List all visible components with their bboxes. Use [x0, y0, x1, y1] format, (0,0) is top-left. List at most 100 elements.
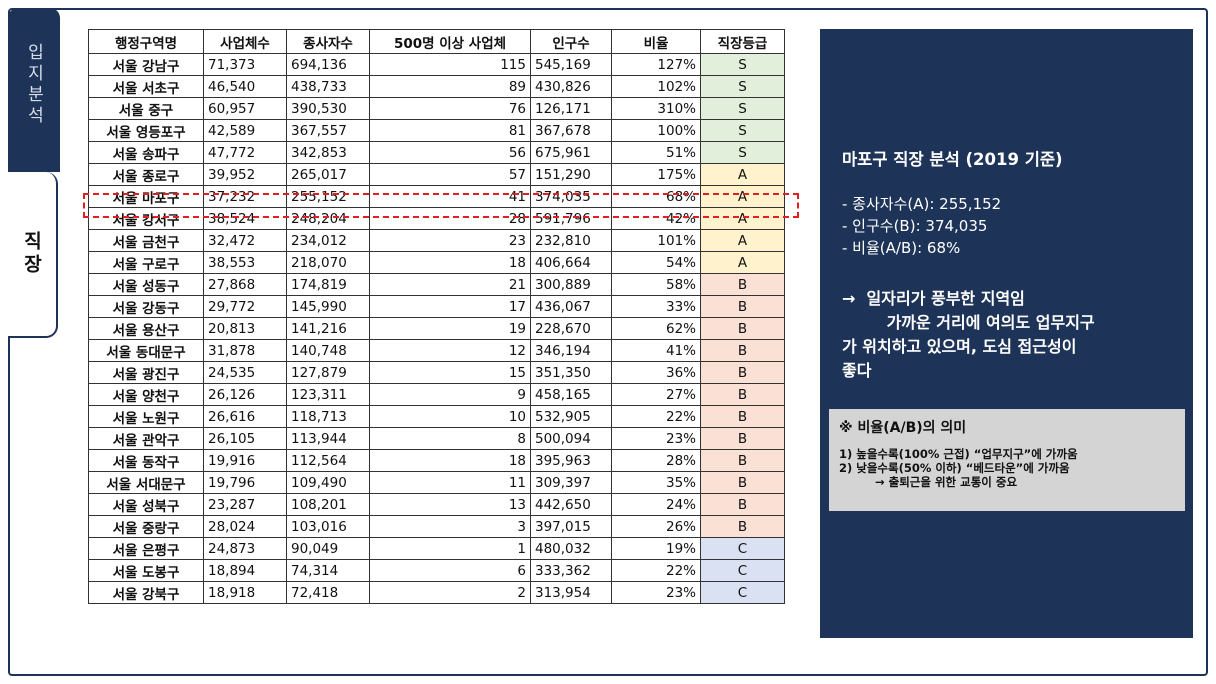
header-large-businesses: 500명 이상 사업체	[369, 29, 531, 54]
population-cell: 333,362	[530, 559, 612, 582]
businesses-cell: 20,813	[203, 317, 287, 340]
population-cell: 309,397	[530, 471, 612, 494]
businesses-cell: 29,772	[203, 295, 287, 318]
employees-cell: 72,418	[286, 581, 370, 604]
ratio-cell: 310%	[611, 97, 701, 120]
population-cell: 351,350	[530, 361, 612, 384]
table-row: 서울 금천구 32,472 234,012 23 232,810 101% A	[88, 229, 785, 252]
employees-cell: 113,944	[286, 427, 370, 450]
population-cell: 436,067	[530, 295, 612, 318]
table-row: 서울 강남구 71,373 694,136 115 545,169 127% S	[88, 53, 785, 76]
header-district: 행정구역명	[88, 29, 204, 54]
ratio-cell: 23%	[611, 427, 701, 450]
large-businesses-cell: 2	[369, 581, 531, 604]
analysis-panel: 마포구 직장 분석 (2019 기준) - 종사자수(A): 255,152 -…	[820, 29, 1193, 638]
employees-cell: 109,490	[286, 471, 370, 494]
population-cell: 406,664	[530, 251, 612, 274]
employees-cell: 74,314	[286, 559, 370, 582]
large-businesses-cell: 81	[369, 119, 531, 142]
ratio-cell: 100%	[611, 119, 701, 142]
population-cell: 228,670	[530, 317, 612, 340]
table-row: 서울 성동구 27,868 174,819 21 300,889 58% B	[88, 273, 785, 296]
population-cell: 500,094	[530, 427, 612, 450]
employees-cell: 141,216	[286, 317, 370, 340]
employees-cell: 438,733	[286, 75, 370, 98]
population-cell: 232,810	[530, 229, 612, 252]
table-row: 서울 종로구 39,952 265,017 57 151,290 175% A	[88, 163, 785, 186]
ratio-cell: 27%	[611, 383, 701, 406]
employees-cell: 118,713	[286, 405, 370, 428]
ratio-cell: 22%	[611, 405, 701, 428]
metric-ratio: - 비율(A/B): 68%	[842, 239, 961, 257]
businesses-cell: 38,524	[203, 207, 287, 230]
businesses-cell: 27,868	[203, 273, 287, 296]
population-cell: 367,678	[530, 119, 612, 142]
large-businesses-cell: 10	[369, 405, 531, 428]
large-businesses-cell: 6	[369, 559, 531, 582]
employees-cell: 127,879	[286, 361, 370, 384]
header-ratio: 비율	[611, 29, 701, 54]
grade-cell: A	[700, 163, 785, 186]
grade-cell: B	[700, 449, 785, 472]
population-cell: 430,826	[530, 75, 612, 98]
header-population: 인구수	[530, 29, 612, 54]
large-businesses-cell: 21	[369, 273, 531, 296]
ratio-cell: 23%	[611, 581, 701, 604]
ratio-cell: 41%	[611, 339, 701, 362]
grade-cell: B	[700, 515, 785, 538]
businesses-cell: 19,796	[203, 471, 287, 494]
grade-cell: C	[700, 537, 785, 560]
table-row: 서울 도봉구 18,894 74,314 6 333,362 22% C	[88, 559, 785, 582]
businesses-cell: 26,616	[203, 405, 287, 428]
grade-cell: C	[700, 581, 785, 604]
grade-cell: B	[700, 383, 785, 406]
district-cell: 서울 강동구	[88, 295, 204, 318]
population-cell: 397,015	[530, 515, 612, 538]
large-businesses-cell: 8	[369, 427, 531, 450]
grade-cell: B	[700, 405, 785, 428]
table-row: 서울 성북구 23,287 108,201 13 442,650 24% B	[88, 493, 785, 516]
employees-cell: 367,557	[286, 119, 370, 142]
businesses-cell: 19,916	[203, 449, 287, 472]
population-cell: 442,650	[530, 493, 612, 516]
businesses-cell: 60,957	[203, 97, 287, 120]
businesses-cell: 26,105	[203, 427, 287, 450]
ratio-cell: 51%	[611, 141, 701, 164]
district-cell: 서울 도봉구	[88, 559, 204, 582]
businesses-cell: 42,589	[203, 119, 287, 142]
table-row: 서울 중구 60,957 390,530 76 126,171 310% S	[88, 97, 785, 120]
ratio-meaning-note: ※ 비율(A/B)의 의미 1) 높을수록(100% 근접) “업무지구”에 가…	[829, 409, 1185, 511]
large-businesses-cell: 89	[369, 75, 531, 98]
employees-cell: 174,819	[286, 273, 370, 296]
tab-workplace[interactable]: 직장	[8, 172, 58, 338]
businesses-cell: 71,373	[203, 53, 287, 76]
businesses-cell: 39,952	[203, 163, 287, 186]
employees-cell: 103,016	[286, 515, 370, 538]
ratio-cell: 102%	[611, 75, 701, 98]
grade-cell: B	[700, 273, 785, 296]
metric-population: - 인구수(B): 374,035	[842, 217, 988, 235]
district-cell: 서울 동대문구	[88, 339, 204, 362]
ratio-cell: 127%	[611, 53, 701, 76]
large-businesses-cell: 17	[369, 295, 531, 318]
population-cell: 151,290	[530, 163, 612, 186]
district-cell: 서울 성북구	[88, 493, 204, 516]
grade-cell: S	[700, 75, 785, 98]
large-businesses-cell: 9	[369, 383, 531, 406]
header-employees: 종사자수	[286, 29, 370, 54]
ratio-cell: 58%	[611, 273, 701, 296]
table-row: 서울 영등포구 42,589 367,557 81 367,678 100% S	[88, 119, 785, 142]
ratio-cell: 101%	[611, 229, 701, 252]
tab-location-analysis[interactable]: 입지분석	[8, 8, 60, 172]
table-header-row: 행정구역명 사업체수 종사자수 500명 이상 사업체 인구수 비율 직장등급	[88, 29, 785, 54]
employees-cell: 234,012	[286, 229, 370, 252]
grade-cell: B	[700, 295, 785, 318]
table-row: 서울 동대문구 31,878 140,748 12 346,194 41% B	[88, 339, 785, 362]
grade-cell: S	[700, 97, 785, 120]
table-row: 서울 중랑구 28,024 103,016 3 397,015 26% B	[88, 515, 785, 538]
district-cell: 서울 양천구	[88, 383, 204, 406]
district-cell: 서울 중구	[88, 97, 204, 120]
large-businesses-cell: 15	[369, 361, 531, 384]
table-row: 서울 노원구 26,616 118,713 10 532,905 22% B	[88, 405, 785, 428]
district-cell: 서울 은평구	[88, 537, 204, 560]
